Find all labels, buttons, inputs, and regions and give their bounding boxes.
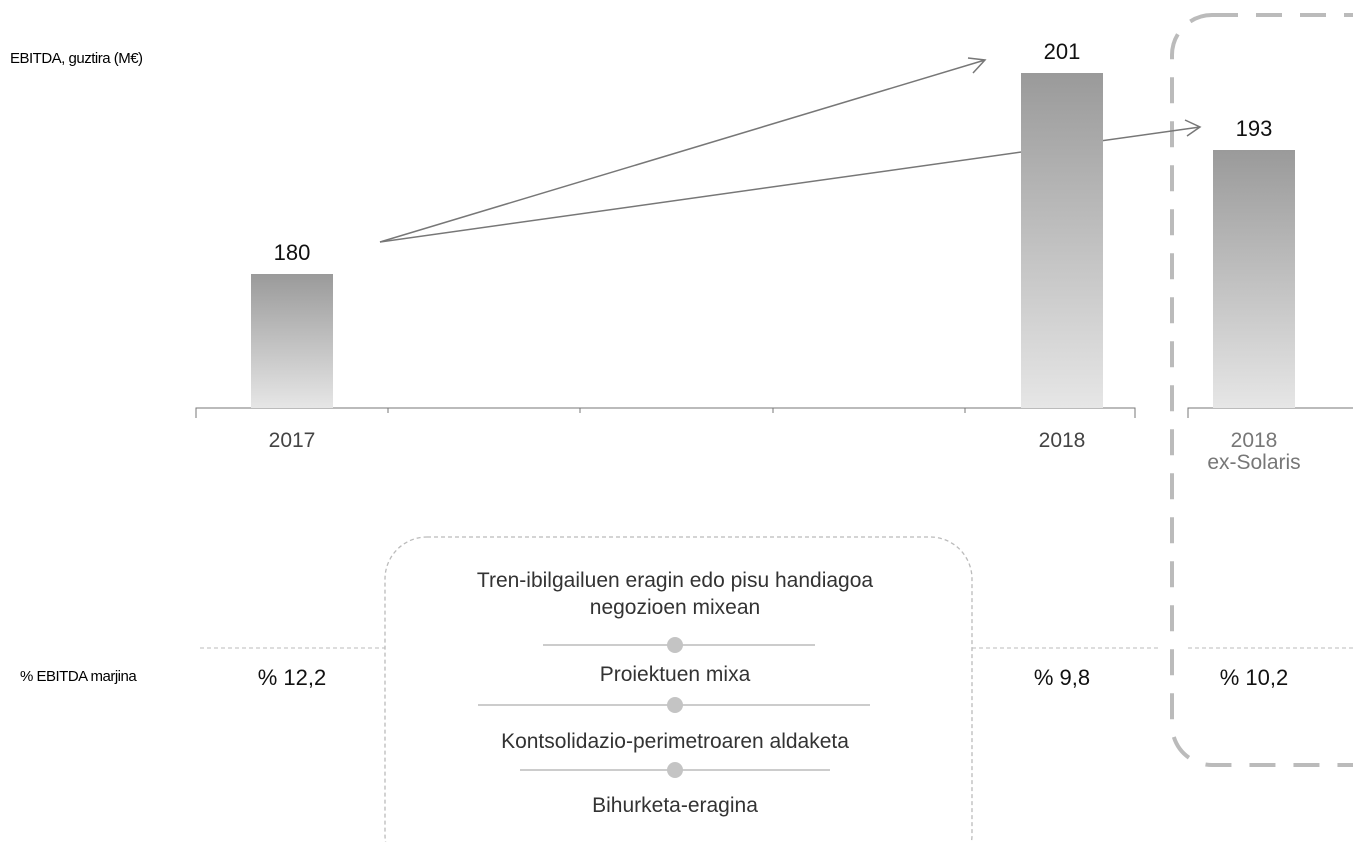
arrow	[379, 57, 987, 243]
value-label: 180	[273, 240, 311, 266]
margin-value: % 9,8	[1033, 665, 1091, 690]
bar	[1213, 149, 1295, 408]
x-axis	[195, 407, 1136, 418]
x-tick-label: 2018	[1038, 429, 1086, 452]
value-label: 201	[1043, 39, 1081, 65]
factor: Proiektuen mixa	[599, 663, 751, 686]
x-tick-label: 2018 ex-Solaris	[1207, 429, 1301, 474]
x-tick-label: 2017	[268, 429, 316, 452]
margin-value: % 10,2	[1219, 665, 1289, 690]
x-axis	[1187, 407, 1353, 418]
highlight-box	[1170, 13, 1353, 767]
dots	[667, 637, 683, 778]
factor: Kontsolidazio-perimetroaren aldaketa	[501, 730, 849, 753]
bar	[1021, 73, 1103, 408]
factors-box	[384, 536, 973, 842]
value-label: 193	[1235, 115, 1273, 141]
factor: Tren-ibilgailuen eragin edo pisu handiag…	[476, 569, 874, 619]
y-label: EBITDA, guztira (M€)	[10, 50, 143, 67]
factor: Bihurketa-eragina	[592, 794, 758, 817]
margin-label: % EBITDA marjina	[20, 668, 137, 685]
bar	[251, 274, 333, 408]
margin-value: % 12,2	[257, 665, 327, 690]
